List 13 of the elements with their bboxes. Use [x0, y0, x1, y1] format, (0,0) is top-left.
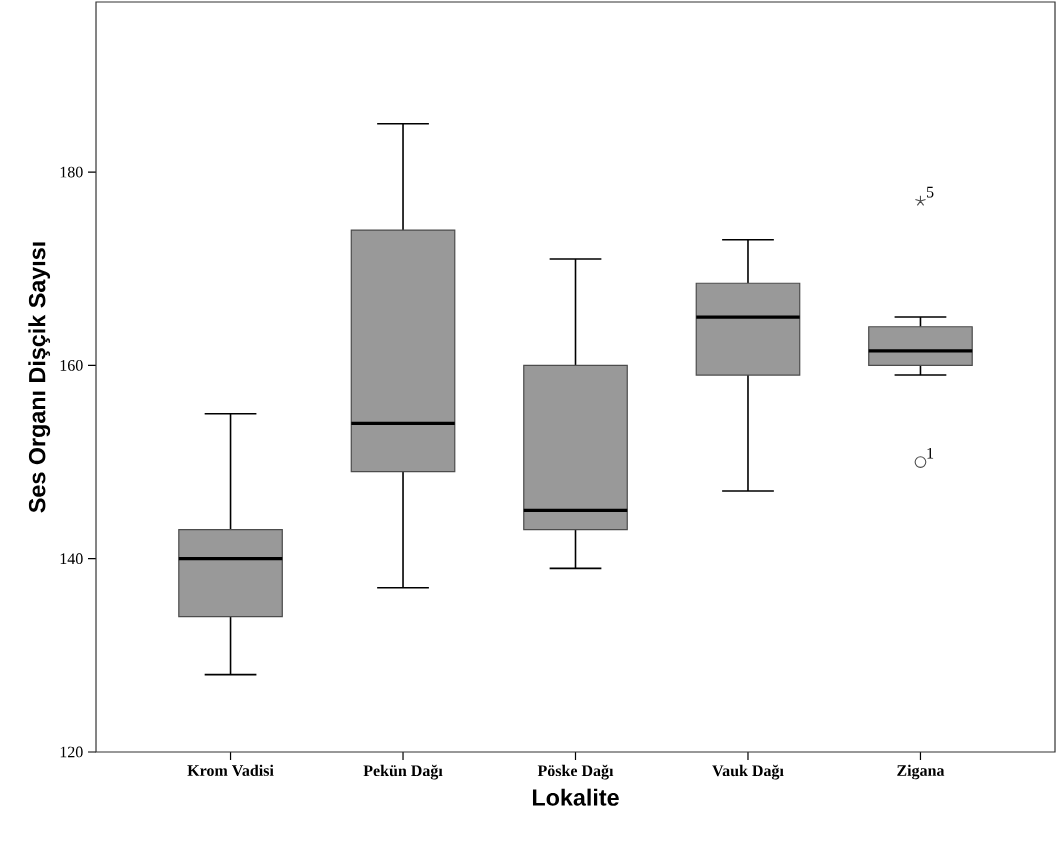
x-tick-label: Pekün Dağı — [363, 764, 443, 780]
annotation: 5 — [926, 186, 934, 198]
y-tick-label: 180 — [60, 166, 83, 178]
y-tick-label: 160 — [60, 359, 83, 371]
x-tick-label: Vauk Dağı — [712, 764, 784, 780]
y-axis-title: Ses Organı Dişçik Sayısı — [28, 242, 51, 513]
x-tick-label: Zigana — [897, 764, 945, 780]
y-tick-label: 140 — [60, 553, 83, 565]
annotation: 1 — [927, 447, 934, 459]
x-tick-label: Pöske Dağı — [537, 764, 614, 780]
x-axis-title: Lokalite — [532, 788, 619, 806]
x-tick-label: Krom Vadisi — [187, 764, 274, 777]
y-tick-label: 120 — [60, 746, 83, 758]
